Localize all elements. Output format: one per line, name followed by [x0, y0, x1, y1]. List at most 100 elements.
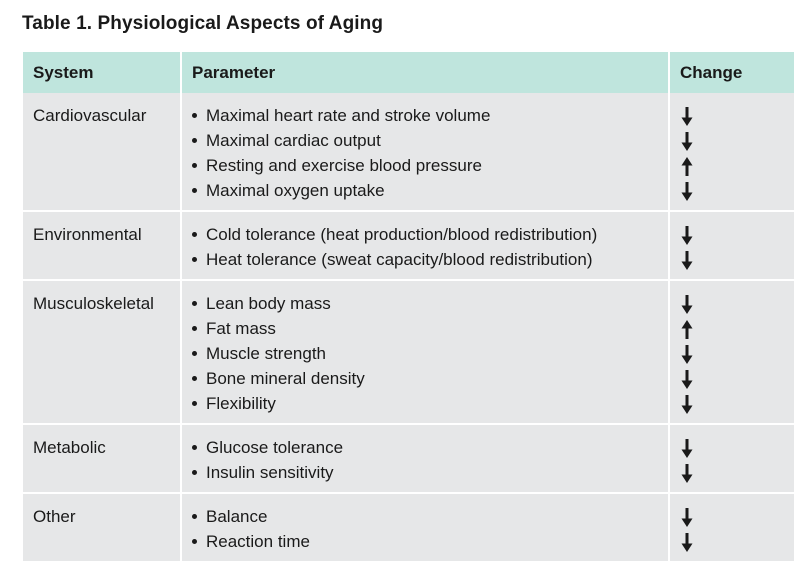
parameter-cell: Glucose tolerance Insulin sensitivity	[180, 423, 669, 493]
list-item: Muscle strength	[192, 341, 668, 366]
table-row: Other Balance Reaction time	[23, 492, 794, 561]
aging-table: System Parameter Change Cardiovascular Ma…	[23, 52, 794, 561]
change-cell	[668, 423, 794, 493]
list-item: Cold tolerance (heat production/blood re…	[192, 222, 668, 247]
arrow-down-icon	[681, 533, 693, 552]
parameter-text: Heat tolerance (sweat capacity/blood red…	[206, 250, 593, 269]
arrow-down-icon	[681, 395, 693, 414]
bullet-icon	[192, 153, 206, 178]
parameter-list: Balance Reaction time	[192, 504, 668, 554]
table-row: Environmental Cold tolerance (heat produc…	[23, 210, 794, 280]
arrow-down-icon	[681, 295, 693, 314]
parameter-text: Flexibility	[206, 394, 276, 413]
system-cell: Musculoskeletal	[23, 279, 181, 424]
bullet-icon	[192, 222, 206, 247]
change-list	[680, 222, 794, 272]
arrow-down-icon	[681, 439, 693, 458]
bullet-icon	[192, 391, 206, 416]
list-item: Maximal oxygen uptake	[192, 178, 668, 203]
arrow-down-icon	[681, 226, 693, 245]
list-item: Lean body mass	[192, 291, 668, 316]
parameter-text: Glucose tolerance	[206, 438, 344, 457]
parameter-cell: Cold tolerance (heat production/blood re…	[180, 210, 669, 280]
arrow-down-icon	[681, 107, 693, 126]
parameter-text: Muscle strength	[206, 344, 326, 363]
list-item: Glucose tolerance	[192, 435, 668, 460]
change-item	[680, 366, 794, 391]
list-item: Reaction time	[192, 529, 668, 554]
arrow-down-icon	[681, 464, 693, 483]
header-change: Change	[668, 52, 794, 93]
change-list	[680, 435, 794, 485]
parameter-cell: Lean body mass Fat mass Muscle strength Bon…	[180, 279, 669, 424]
change-list	[680, 291, 794, 416]
parameter-text: Maximal heart rate and stroke volume	[206, 106, 491, 125]
system-cell: Metabolic	[23, 423, 181, 493]
list-item: Fat mass	[192, 316, 668, 341]
parameter-text: Maximal oxygen uptake	[206, 181, 385, 200]
header-row: System Parameter Change	[23, 52, 794, 93]
change-item	[680, 391, 794, 416]
list-item: Heat tolerance (sweat capacity/blood red…	[192, 247, 668, 272]
change-list	[680, 504, 794, 554]
table-row: Cardiovascular Maximal heart rate and str…	[23, 93, 794, 211]
bullet-icon	[192, 178, 206, 203]
change-item	[680, 460, 794, 485]
parameter-text: Resting and exercise blood pressure	[206, 156, 482, 175]
bullet-icon	[192, 291, 206, 316]
parameter-text: Reaction time	[206, 532, 310, 551]
change-item	[680, 504, 794, 529]
change-cell	[668, 492, 794, 561]
parameter-list: Glucose tolerance Insulin sensitivity	[192, 435, 668, 485]
list-item: Resting and exercise blood pressure	[192, 153, 668, 178]
bullet-icon	[192, 103, 206, 128]
parameter-text: Balance	[206, 507, 268, 526]
header-parameter: Parameter	[180, 52, 669, 93]
change-item	[680, 316, 794, 341]
bullet-icon	[192, 366, 206, 391]
table-body: Cardiovascular Maximal heart rate and str…	[23, 93, 794, 561]
arrow-down-icon	[681, 251, 693, 270]
parameter-list: Lean body mass Fat mass Muscle strength Bon…	[192, 291, 668, 416]
change-item	[680, 178, 794, 203]
parameter-list: Cold tolerance (heat production/blood re…	[192, 222, 668, 272]
bullet-icon	[192, 128, 206, 153]
change-cell	[668, 210, 794, 280]
arrow-up-icon	[681, 320, 693, 339]
bullet-icon	[192, 529, 206, 554]
arrow-down-icon	[681, 370, 693, 389]
change-item	[680, 153, 794, 178]
change-item	[680, 291, 794, 316]
arrow-down-icon	[681, 345, 693, 364]
change-item	[680, 128, 794, 153]
parameter-text: Cold tolerance (heat production/blood re…	[206, 225, 598, 244]
change-list	[680, 103, 794, 203]
parameter-cell: Maximal heart rate and stroke volume Maxi…	[180, 93, 669, 211]
header-system: System	[23, 52, 181, 93]
change-item	[680, 435, 794, 460]
parameter-text: Bone mineral density	[206, 369, 365, 388]
arrow-down-icon	[681, 508, 693, 527]
system-cell: Other	[23, 492, 181, 561]
list-item: Maximal heart rate and stroke volume	[192, 103, 668, 128]
change-item	[680, 341, 794, 366]
change-cell	[668, 93, 794, 211]
parameter-text: Maximal cardiac output	[206, 131, 381, 150]
parameter-text: Insulin sensitivity	[206, 463, 334, 482]
bullet-icon	[192, 460, 206, 485]
table-title: Table 1. Physiological Aspects of Aging	[22, 13, 384, 34]
bullet-icon	[192, 504, 206, 529]
change-cell	[668, 279, 794, 424]
bullet-icon	[192, 247, 206, 272]
table-row: Metabolic Glucose tolerance Insulin sensit…	[23, 423, 794, 493]
change-item	[680, 247, 794, 272]
parameter-text: Lean body mass	[206, 294, 331, 313]
parameter-list: Maximal heart rate and stroke volume Maxi…	[192, 103, 668, 203]
bullet-icon	[192, 435, 206, 460]
parameter-cell: Balance Reaction time	[180, 492, 669, 561]
change-item	[680, 222, 794, 247]
change-item	[680, 529, 794, 554]
arrow-down-icon	[681, 182, 693, 201]
system-cell: Cardiovascular	[23, 93, 181, 211]
arrow-down-icon	[681, 132, 693, 151]
